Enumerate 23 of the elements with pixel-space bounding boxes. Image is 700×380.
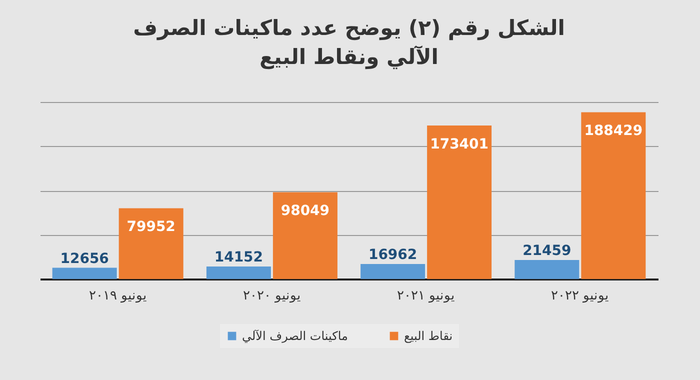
bar: [52, 268, 117, 279]
bar: [360, 264, 426, 279]
data-label: 79952: [126, 219, 176, 236]
legend-label: نقاط البيع: [404, 329, 453, 343]
x-tick-label: يونيو ٢٠٢٠: [242, 288, 302, 304]
legend-label: ماكينات الصرف الآلي: [242, 329, 348, 343]
bar: [581, 112, 646, 279]
x-tick-label: يونيو ٢٠٢١: [396, 288, 456, 304]
data-label: 16962: [368, 246, 418, 263]
x-tick-label: يونيو ٢٠١٩: [88, 288, 147, 304]
bar: [427, 126, 492, 279]
bar: [118, 208, 184, 279]
bar: [206, 266, 271, 279]
bar: [514, 260, 580, 279]
bar: [272, 192, 338, 279]
data-label: 173401: [430, 136, 489, 153]
data-label: 21459: [522, 243, 572, 260]
data-label: 98049: [280, 203, 330, 220]
data-label: 14152: [214, 249, 264, 266]
data-label: 188429: [584, 123, 643, 140]
data-label: 12656: [60, 250, 109, 267]
x-tick-label: يونيو ٢٠٢٢: [551, 288, 610, 304]
chart-title: الشكل رقم (٢) يوضح عدد ماكينات الصرف الآلي ونقاط البيع: [133, 16, 565, 70]
